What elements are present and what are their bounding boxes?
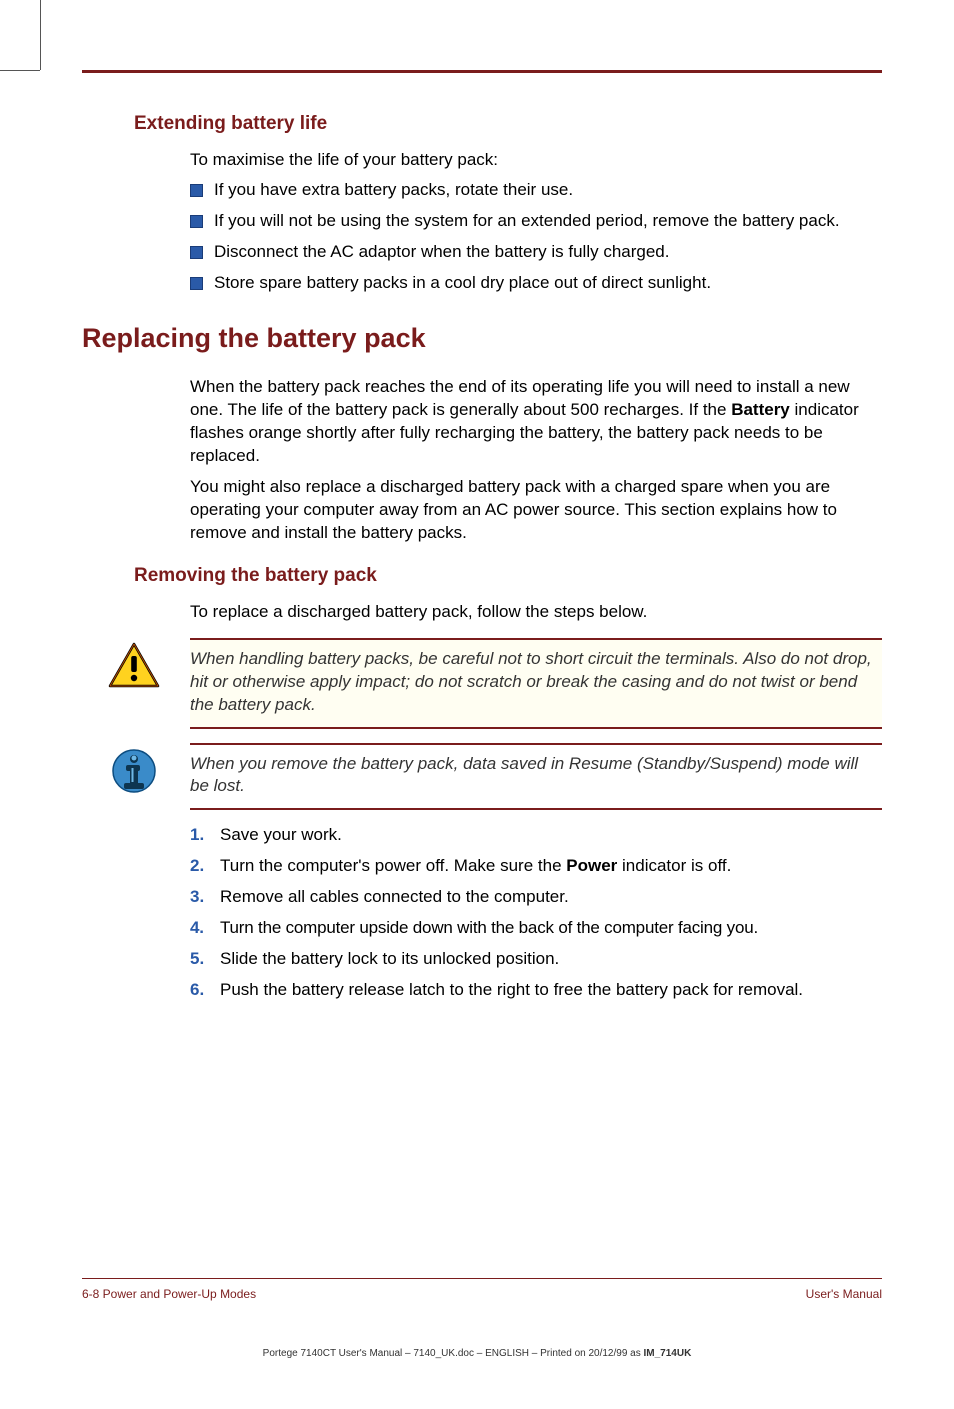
printline-a: Portege 7140CT User's Manual – 7140_UK.d…	[263, 1348, 644, 1359]
list-item: Disconnect the AC adaptor when the batte…	[190, 241, 882, 264]
bottom-rule	[82, 1278, 882, 1279]
info-text: When you remove the battery pack, data s…	[190, 754, 858, 796]
warning-note: When handling battery packs, be careful …	[190, 638, 882, 729]
printline-b: IM_714UK	[644, 1348, 692, 1359]
list-item: Store spare battery packs in a cool dry …	[190, 272, 882, 295]
replacing-body: When the battery pack reaches the end of…	[190, 376, 882, 545]
list-item: Turn the computer upside down with the b…	[190, 917, 882, 940]
para1: When the battery pack reaches the end of…	[190, 376, 882, 468]
warning-icon	[108, 642, 160, 690]
footer-left: 6-8 Power and Power-Up Modes	[82, 1287, 256, 1301]
list-item: Push the battery release latch to the ri…	[190, 979, 882, 1002]
footer-right: User's Manual	[806, 1287, 882, 1301]
step2-a: Turn the computer's power off. Make sure…	[220, 856, 566, 875]
info-icon	[108, 747, 160, 795]
heading-removing: Removing the battery pack	[134, 565, 882, 587]
para2: You might also replace a discharged batt…	[190, 476, 882, 545]
info-note: When you remove the battery pack, data s…	[190, 743, 882, 811]
intro-text: To maximise the life of your battery pac…	[190, 149, 882, 172]
step2-bold: Power	[566, 856, 617, 875]
top-rule	[82, 70, 882, 73]
step2-b: indicator is off.	[617, 856, 731, 875]
print-line: Portege 7140CT User's Manual – 7140_UK.d…	[0, 1348, 954, 1359]
list-item: Slide the battery lock to its unlocked p…	[190, 948, 882, 971]
crop-mark	[0, 70, 40, 71]
page-footer: 6-8 Power and Power-Up Modes User's Manu…	[82, 1287, 882, 1301]
steps-list: Save your work. Turn the computer's powe…	[190, 824, 882, 1002]
removing-intro-text: To replace a discharged battery pack, fo…	[190, 601, 882, 624]
heading-extending: Extending battery life	[134, 113, 882, 135]
warning-text: When handling battery packs, be careful …	[190, 649, 872, 714]
bullet-list: If you have extra battery packs, rotate …	[190, 179, 882, 295]
list-item: If you will not be using the system for …	[190, 210, 882, 233]
para1-bold: Battery	[731, 400, 790, 419]
crop-mark	[40, 0, 41, 70]
list-item: Turn the computer's power off. Make sure…	[190, 855, 882, 878]
list-item: If you have extra battery packs, rotate …	[190, 179, 882, 202]
heading-replacing: Replacing the battery pack	[82, 323, 882, 354]
list-item: Remove all cables connected to the compu…	[190, 886, 882, 909]
removing-intro: To replace a discharged battery pack, fo…	[190, 601, 882, 624]
list-item: Save your work.	[190, 824, 882, 847]
page-content: Extending battery life To maximise the l…	[82, 70, 882, 1279]
intro-extending: To maximise the life of your battery pac…	[190, 149, 882, 172]
